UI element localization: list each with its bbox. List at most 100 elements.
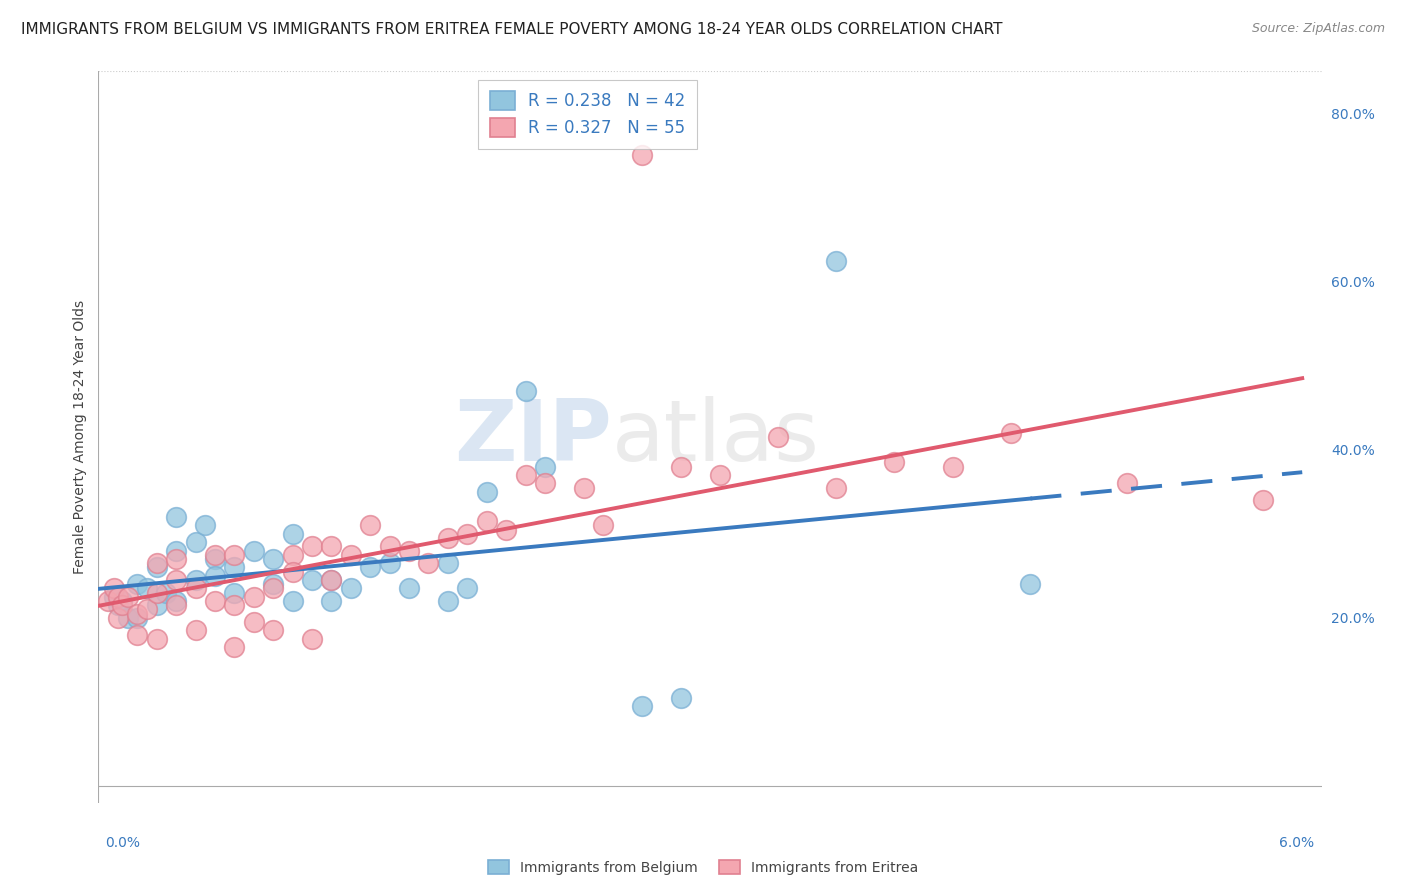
Point	[242, 590, 264, 604]
Point	[534, 476, 557, 491]
Point	[204, 548, 226, 562]
Point	[184, 573, 207, 587]
Point	[1000, 425, 1022, 440]
Point	[194, 518, 217, 533]
Point	[127, 577, 149, 591]
Legend: Immigrants from Belgium, Immigrants from Eritrea: Immigrants from Belgium, Immigrants from…	[482, 855, 924, 880]
Point	[709, 467, 731, 482]
Point	[145, 632, 167, 646]
Point	[165, 594, 187, 608]
Point	[378, 556, 401, 570]
Point	[242, 543, 264, 558]
Point	[184, 535, 207, 549]
Point	[224, 599, 246, 613]
Point	[127, 607, 149, 621]
Point	[942, 459, 965, 474]
Point	[107, 611, 129, 625]
Y-axis label: Female Poverty Among 18-24 Year Olds: Female Poverty Among 18-24 Year Olds	[73, 300, 87, 574]
Text: atlas: atlas	[612, 395, 820, 479]
Text: 0.0%: 0.0%	[105, 836, 141, 850]
Point	[127, 627, 149, 641]
Point	[136, 582, 159, 596]
Point	[281, 526, 304, 541]
Point	[592, 518, 614, 533]
Point	[262, 624, 284, 638]
Point	[825, 253, 848, 268]
Point	[224, 548, 246, 562]
Point	[145, 560, 167, 574]
Point	[204, 552, 226, 566]
Point	[184, 582, 207, 596]
Point	[165, 552, 187, 566]
Point	[262, 577, 284, 591]
Point	[204, 569, 226, 583]
Point	[631, 699, 654, 714]
Point	[262, 582, 284, 596]
Point	[475, 514, 498, 528]
Point	[321, 540, 343, 554]
Point	[103, 590, 125, 604]
Point	[97, 594, 120, 608]
Text: IMMIGRANTS FROM BELGIUM VS IMMIGRANTS FROM ERITREA FEMALE POVERTY AMONG 18-24 YE: IMMIGRANTS FROM BELGIUM VS IMMIGRANTS FR…	[21, 22, 1002, 37]
Point	[242, 615, 264, 629]
Point	[359, 560, 381, 574]
Point	[281, 565, 304, 579]
Point	[340, 548, 363, 562]
Point	[1019, 577, 1042, 591]
Point	[766, 430, 789, 444]
Point	[262, 552, 284, 566]
Point	[281, 548, 304, 562]
Point	[145, 585, 167, 599]
Point	[111, 594, 134, 608]
Point	[111, 599, 134, 613]
Point	[398, 582, 420, 596]
Point	[301, 540, 323, 554]
Point	[165, 573, 187, 587]
Point	[475, 484, 498, 499]
Point	[127, 611, 149, 625]
Point	[107, 590, 129, 604]
Point	[224, 560, 246, 574]
Point	[224, 640, 246, 655]
Point	[145, 599, 167, 613]
Point	[184, 624, 207, 638]
Point	[883, 455, 905, 469]
Point	[378, 540, 401, 554]
Point	[103, 582, 125, 596]
Point	[359, 518, 381, 533]
Point	[456, 582, 478, 596]
Point	[456, 526, 478, 541]
Point	[321, 594, 343, 608]
Point	[165, 510, 187, 524]
Point	[117, 611, 139, 625]
Point	[155, 585, 177, 599]
Point	[515, 384, 537, 398]
Point	[301, 573, 323, 587]
Point	[204, 594, 226, 608]
Point	[117, 590, 139, 604]
Point	[398, 543, 420, 558]
Point	[631, 148, 654, 162]
Text: ZIP: ZIP	[454, 395, 612, 479]
Point	[281, 594, 304, 608]
Text: 6.0%: 6.0%	[1279, 836, 1315, 850]
Point	[145, 556, 167, 570]
Point	[437, 531, 460, 545]
Point	[418, 556, 440, 570]
Point	[224, 585, 246, 599]
Point	[136, 602, 159, 616]
Point	[165, 599, 187, 613]
Point	[669, 690, 692, 705]
Point	[321, 573, 343, 587]
Point	[340, 582, 363, 596]
Text: Source: ZipAtlas.com: Source: ZipAtlas.com	[1251, 22, 1385, 36]
Legend: R = 0.238   N = 42, R = 0.327   N = 55: R = 0.238 N = 42, R = 0.327 N = 55	[478, 79, 697, 149]
Point	[437, 594, 460, 608]
Point	[515, 467, 537, 482]
Point	[107, 599, 129, 613]
Point	[321, 573, 343, 587]
Point	[825, 481, 848, 495]
Point	[534, 459, 557, 474]
Point	[1116, 476, 1139, 491]
Point	[495, 523, 517, 537]
